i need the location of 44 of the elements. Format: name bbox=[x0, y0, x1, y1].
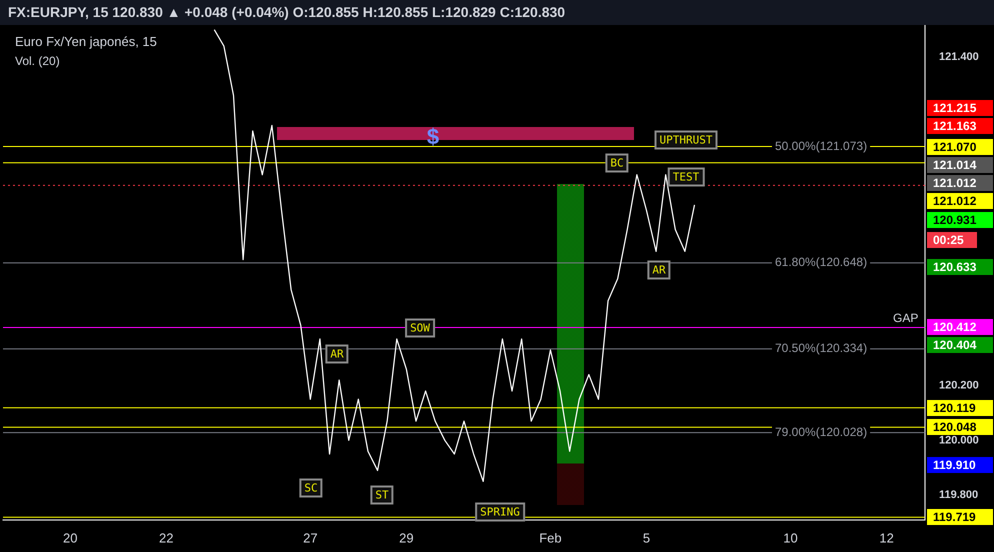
text: 120.931 bbox=[927, 212, 993, 228]
x-tick-label: 10 bbox=[783, 530, 798, 546]
text: 119.910 bbox=[927, 457, 993, 473]
annotation: SPRING bbox=[475, 502, 525, 522]
x-tick-label: 22 bbox=[159, 530, 174, 546]
text: 00:25 bbox=[927, 232, 977, 248]
annotation: SC bbox=[299, 478, 323, 498]
annotation: UPTHRUST bbox=[654, 130, 718, 150]
text: 120.633 bbox=[927, 259, 993, 275]
text: 120.119 bbox=[927, 400, 993, 416]
annotation: SOW bbox=[405, 318, 435, 338]
annotation: ST bbox=[370, 486, 394, 504]
text: Euro Fx/Yen japonés, 15 bbox=[15, 34, 157, 49]
annotation: TEST bbox=[668, 168, 704, 186]
annotation: BC bbox=[605, 154, 629, 172]
text: 121.163 bbox=[927, 118, 993, 134]
y-tick-label: 120.200 bbox=[939, 380, 979, 392]
x-tick-label: 5 bbox=[642, 530, 650, 546]
y-tick-label: 120.000 bbox=[939, 434, 979, 446]
text: 121.012 bbox=[927, 175, 993, 191]
text: 121.012 bbox=[927, 193, 993, 209]
text: 120.048 bbox=[927, 419, 993, 435]
x-tick-label: 27 bbox=[303, 530, 318, 546]
annotation: AR bbox=[325, 344, 349, 364]
annotation: AR bbox=[647, 260, 671, 280]
annotation: GAP bbox=[893, 311, 918, 325]
x-tick-label: 20 bbox=[62, 530, 78, 546]
ref-line-label: 70.50%(120.334) bbox=[775, 341, 868, 356]
x-tick-label: 12 bbox=[879, 530, 894, 546]
x-tick-label: Feb bbox=[539, 530, 562, 546]
x-tick-label: 29 bbox=[399, 530, 414, 546]
text: 121.014 bbox=[927, 157, 993, 173]
text: 120.404 bbox=[927, 337, 993, 353]
ref-line-label: 50.00%(121.073) bbox=[775, 138, 868, 153]
ref-line-label: 79.00%(120.028) bbox=[775, 424, 868, 439]
y-tick-label: 119.800 bbox=[939, 489, 978, 502]
y-tick-label: 121.400 bbox=[939, 51, 979, 64]
text: 121.215 bbox=[927, 100, 993, 116]
annotation: Vol. (20) bbox=[15, 54, 60, 68]
text: 120.412 bbox=[927, 319, 993, 335]
ref-line-label: 61.80%(120.648) bbox=[775, 255, 868, 270]
chart-subtitle: FX:EURJPY, 15 120.830 ▲ +0.048 (+0.04%) O:120.855 H:120.855 L:120.829 C:120.830 bbox=[0, 0, 994, 25]
text: 121.070 bbox=[927, 139, 993, 155]
text: 119.719 bbox=[927, 509, 993, 525]
